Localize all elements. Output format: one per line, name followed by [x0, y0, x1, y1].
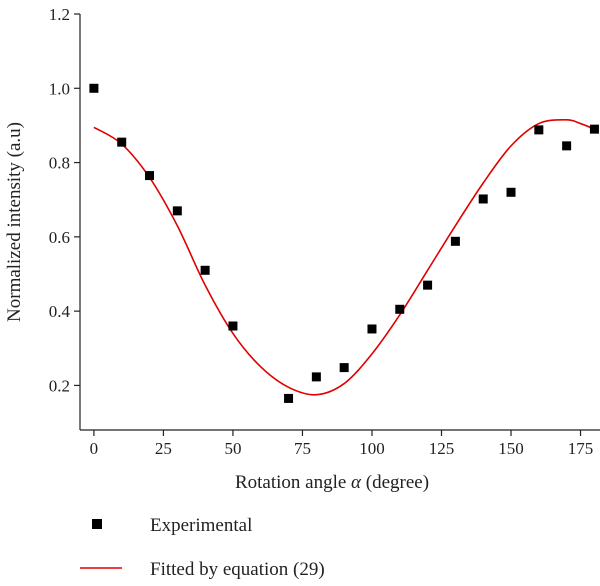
x-axis-title-prefix: Rotation angle	[235, 472, 351, 493]
fitted-curve	[93, 119, 595, 396]
data-point	[478, 194, 488, 204]
data-point	[172, 206, 182, 216]
x-tick-label: 75	[294, 439, 311, 458]
data-point	[200, 265, 210, 275]
data-point	[145, 171, 155, 181]
y-tick-label: 0.4	[49, 302, 71, 321]
data-point	[89, 83, 99, 93]
y-ticks: 0.2 0.4 0.6 0.8 1.0 1.2	[49, 5, 80, 395]
legend-marker-experimental	[92, 519, 102, 529]
y-tick-label: 1.0	[49, 79, 70, 98]
x-tick-label: 100	[359, 439, 385, 458]
data-point	[562, 141, 572, 151]
data-point	[339, 363, 349, 373]
legend: Experimental Fitted by equation (29)	[80, 515, 325, 580]
fit-curve-group	[93, 119, 595, 396]
data-point	[450, 236, 460, 246]
x-axis-title: Rotation angle α (degree)	[235, 472, 429, 493]
data-point	[311, 372, 321, 382]
x-axis-title-suffix: (degree)	[361, 472, 429, 493]
data-point	[117, 137, 127, 147]
legend-label-fitted: Fitted by equation (29)	[150, 559, 325, 580]
x-tick-label: 175	[568, 439, 594, 458]
y-tick-label: 0.2	[49, 376, 70, 395]
data-points-group	[89, 83, 599, 403]
x-tick-label: 125	[429, 439, 455, 458]
x-tick-label: 150	[498, 439, 524, 458]
data-point	[284, 393, 294, 403]
y-axis-title: Normalized intensity (a.u)	[4, 122, 25, 322]
y-tick-label: 0.8	[49, 154, 70, 173]
x-tick-label: 0	[90, 439, 99, 458]
data-point	[228, 321, 238, 331]
x-axis-title-symbol: α	[351, 472, 362, 493]
x-tick-label: 25	[155, 439, 172, 458]
legend-label-experimental: Experimental	[150, 515, 252, 536]
x-tick-label: 50	[224, 439, 241, 458]
data-point	[534, 125, 544, 135]
data-point	[423, 280, 433, 290]
y-tick-label: 1.2	[49, 5, 70, 24]
x-ticks: 0 25 50 75 100 125 150 175	[90, 430, 594, 458]
plot-area: 0.2 0.4 0.6 0.8 1.0 1.2 0 25 50 75 100 125 150 175	[49, 5, 600, 458]
data-point	[589, 124, 599, 134]
y-tick-label: 0.6	[49, 228, 70, 247]
data-point	[506, 187, 516, 197]
data-point	[395, 304, 405, 314]
data-point	[367, 324, 377, 334]
